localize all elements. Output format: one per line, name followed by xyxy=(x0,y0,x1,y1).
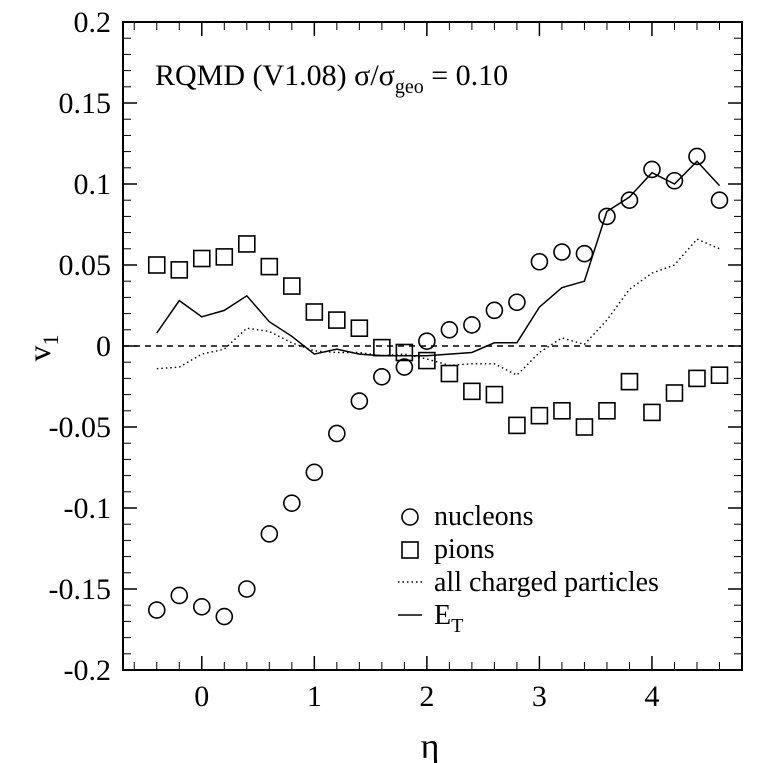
y-tick-label: 0.1 xyxy=(74,168,112,201)
legend-label: nucleons xyxy=(434,501,534,532)
nucleons-point xyxy=(215,607,234,626)
axes: 0 1 2 3 4 -0.2 -0.15 -0.1 -0.05 0 0.05 0.1 0.15 0.2 xyxy=(49,6,743,713)
nucleons-point xyxy=(440,320,459,339)
pions-point xyxy=(283,277,301,295)
nucleons-point xyxy=(508,293,526,312)
y-tick-label: 0.05 xyxy=(59,249,112,282)
pions-point xyxy=(395,343,414,362)
legend-nucleons-symbol xyxy=(401,508,419,526)
nucleons-point xyxy=(395,358,414,376)
nucleons-point xyxy=(643,160,661,179)
legend-pions-symbol xyxy=(401,541,419,559)
nucleons-point xyxy=(418,332,436,350)
nucleons-point xyxy=(710,191,729,209)
pions-point xyxy=(350,319,369,337)
pions-point xyxy=(192,249,211,268)
y-tick-label: 0 xyxy=(96,330,111,363)
nucleons-point xyxy=(305,463,324,482)
nucleons-point xyxy=(192,598,211,616)
nucleons-point xyxy=(238,580,256,598)
y-axis-label-subscript: 1 xyxy=(38,335,63,346)
nucleons-point xyxy=(620,191,639,209)
nucleons-point xyxy=(463,316,481,334)
nucleons-point xyxy=(485,301,504,320)
pions-point xyxy=(260,257,279,276)
pions-point xyxy=(553,401,571,420)
y-tick-label: -0.1 xyxy=(64,492,112,525)
x-tick-label: 0 xyxy=(194,680,209,713)
nucleons-point xyxy=(260,525,279,543)
nucleons-point xyxy=(553,243,571,261)
et-line xyxy=(156,160,721,357)
series-lines xyxy=(156,160,721,377)
x-axis-label: η xyxy=(421,726,440,763)
pions-point xyxy=(688,369,706,388)
y-tick-label: 0.15 xyxy=(59,87,112,120)
pions-point xyxy=(508,416,526,435)
legend-label: pions xyxy=(434,534,495,565)
y-tick-label: -0.2 xyxy=(64,654,112,687)
pions-point xyxy=(575,418,594,436)
pions-point xyxy=(328,311,346,329)
pions-point xyxy=(665,384,684,402)
x-tick-label: 3 xyxy=(532,680,547,713)
nucleons-point xyxy=(147,601,166,619)
pions-point xyxy=(485,385,504,404)
pions-point xyxy=(147,256,166,274)
pions-point xyxy=(598,401,616,420)
x-tick-label: 1 xyxy=(307,680,322,713)
y-tick-label: -0.15 xyxy=(49,573,112,606)
pions-point xyxy=(643,403,661,422)
chart-title-subscript: geo xyxy=(395,76,424,98)
legend-label: ET xyxy=(434,600,463,637)
nucleons-point xyxy=(170,586,189,605)
y-tick-label: 0.2 xyxy=(74,6,112,39)
nucleons-point xyxy=(598,207,616,226)
pions-point xyxy=(530,406,549,425)
pions-point xyxy=(238,235,256,253)
nucleons-point xyxy=(350,392,369,410)
pions-point xyxy=(463,382,481,401)
nucleons-point xyxy=(283,494,301,512)
series-markers xyxy=(147,147,729,626)
nucleons-point xyxy=(665,171,684,190)
nucleons-point xyxy=(575,244,594,263)
legend-label: all charged particles xyxy=(434,567,659,598)
nucleons-point xyxy=(328,424,346,443)
nucleons-point xyxy=(530,252,549,271)
y-axis-label: v1 xyxy=(21,335,63,362)
pions-point xyxy=(170,261,189,279)
nucleons-point xyxy=(688,147,706,166)
y-tick-label: -0.05 xyxy=(49,411,112,444)
pions-point xyxy=(305,303,324,321)
chart-title: RQMD (V1.08) σ/σgeo = 0.10 xyxy=(155,59,508,98)
pions-point xyxy=(710,366,729,384)
pions-point xyxy=(215,248,234,266)
x-tick-label: 4 xyxy=(644,680,659,713)
pions-point xyxy=(620,372,639,391)
pions-point xyxy=(373,338,391,357)
pions-point xyxy=(440,364,459,383)
pions-point xyxy=(418,351,436,370)
x-tick-label: 2 xyxy=(419,680,434,713)
nucleons-point xyxy=(373,367,391,386)
